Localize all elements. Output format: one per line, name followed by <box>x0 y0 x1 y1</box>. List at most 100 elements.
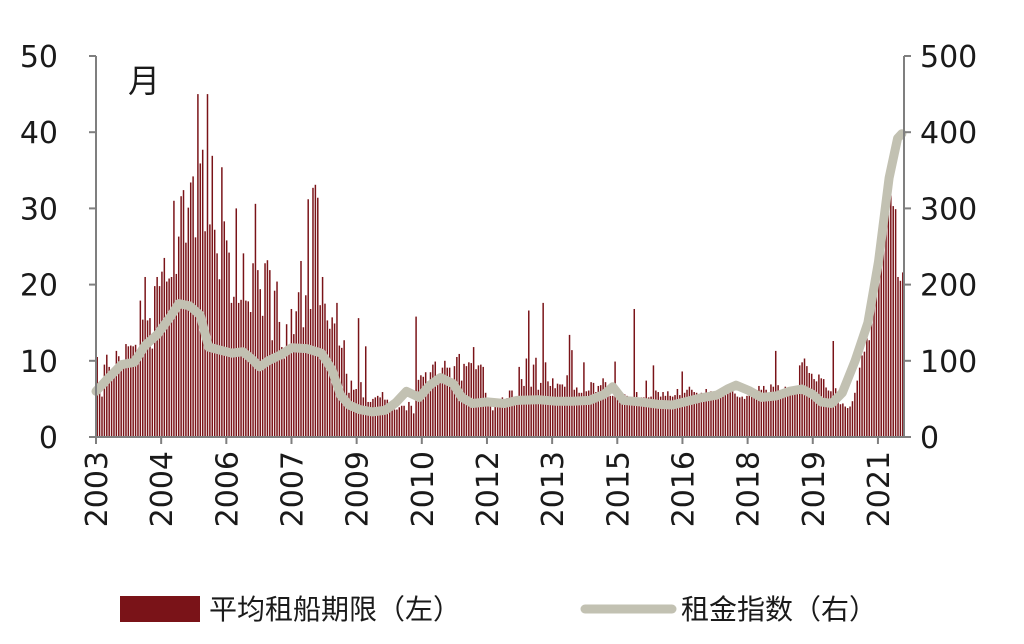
bar <box>854 392 856 437</box>
bar <box>319 305 321 437</box>
bar <box>218 279 221 437</box>
bar <box>199 163 202 437</box>
left-tick-label: 50 <box>20 40 58 75</box>
bar <box>571 350 573 437</box>
bar <box>113 374 115 437</box>
bar <box>712 393 715 437</box>
bar <box>264 263 266 437</box>
bar <box>273 290 276 437</box>
bar <box>417 379 420 437</box>
bar <box>698 395 700 437</box>
bar <box>508 390 511 437</box>
bar <box>722 396 724 437</box>
bar <box>122 365 125 437</box>
bar <box>760 389 763 437</box>
bar <box>777 385 779 437</box>
bar <box>643 397 645 437</box>
right-tick-label: 0 <box>920 421 939 456</box>
bar <box>827 390 830 437</box>
bar <box>844 406 846 437</box>
bar <box>739 397 741 437</box>
bar <box>386 399 389 437</box>
bar <box>842 403 844 437</box>
bar <box>563 386 566 437</box>
left-tick-label: 40 <box>20 116 58 151</box>
bar <box>727 392 729 437</box>
bar <box>695 392 698 437</box>
bar <box>242 253 245 437</box>
bar <box>798 365 801 437</box>
bar <box>578 392 580 437</box>
bar <box>755 390 758 437</box>
bar <box>638 398 640 437</box>
bar <box>796 387 799 437</box>
bar <box>513 396 516 437</box>
bar <box>537 389 540 437</box>
bar <box>767 395 770 437</box>
x-tick-label: 2004 <box>145 451 180 527</box>
bar <box>810 373 813 437</box>
bar <box>731 391 734 437</box>
bar <box>693 392 695 437</box>
bar <box>348 392 350 437</box>
bar <box>161 271 163 437</box>
x-tick-label: 2006 <box>210 451 245 527</box>
bar <box>297 292 300 437</box>
bar <box>592 382 595 437</box>
bar <box>343 340 345 437</box>
bar <box>786 392 789 437</box>
bar <box>671 396 674 437</box>
index-line-series <box>91 129 907 417</box>
left-tick-label: 0 <box>39 421 58 456</box>
bar <box>597 385 600 437</box>
bar <box>134 344 137 437</box>
bar <box>307 199 309 437</box>
bar <box>825 387 827 437</box>
bar <box>408 401 410 437</box>
bar <box>499 404 501 437</box>
bar <box>410 405 413 437</box>
bar <box>230 302 233 437</box>
bar <box>542 302 544 437</box>
bar <box>367 401 369 437</box>
legend-bar-swatch <box>120 596 200 622</box>
bar <box>329 328 331 437</box>
bar <box>703 396 705 437</box>
bar <box>130 345 132 437</box>
bar <box>765 389 767 437</box>
bar <box>283 358 285 437</box>
bar <box>261 315 264 437</box>
bar <box>863 351 866 437</box>
bar <box>374 397 377 437</box>
bar <box>868 340 870 437</box>
bar <box>403 405 405 437</box>
bar <box>163 257 166 437</box>
bar <box>252 263 254 437</box>
bar <box>880 252 882 437</box>
bar <box>324 303 326 437</box>
bar <box>197 94 199 437</box>
bar <box>832 340 835 437</box>
bar <box>607 389 609 437</box>
bar <box>552 378 554 437</box>
bar <box>590 382 592 437</box>
bar <box>115 350 118 437</box>
bar <box>372 398 374 437</box>
bar <box>789 392 791 437</box>
bar <box>496 401 499 437</box>
bar <box>281 347 283 437</box>
bar <box>118 356 120 437</box>
bar <box>736 396 739 437</box>
x-tick-label: 2021 <box>862 451 897 527</box>
x-tick-label: 2003 <box>80 451 115 527</box>
bar <box>96 356 98 437</box>
bar <box>741 396 743 437</box>
bar <box>101 396 103 437</box>
bar <box>182 190 185 437</box>
bar <box>177 236 180 437</box>
bar <box>436 374 439 437</box>
bar <box>225 240 228 437</box>
bar <box>655 390 657 437</box>
bar <box>683 392 686 437</box>
bar <box>808 372 811 437</box>
